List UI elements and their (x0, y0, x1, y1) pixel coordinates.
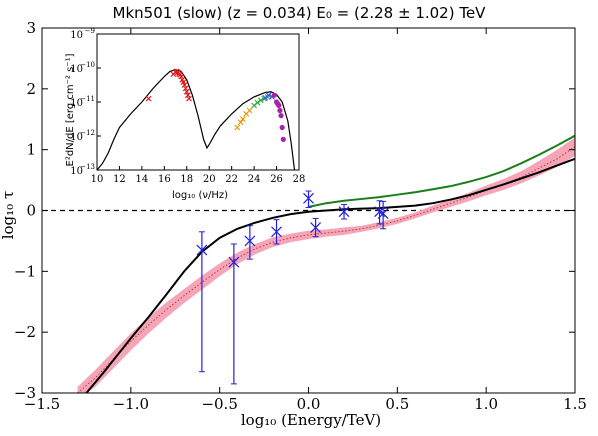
sed-point-1-7 (178, 73, 185, 80)
x-axis-label: log₁₀ (Energy/TeV) (241, 411, 381, 429)
y-tick-label: −2 (14, 323, 36, 341)
inset-y-tick-exponent: −12 (80, 129, 95, 137)
y-tick-label: 1 (26, 141, 36, 159)
sed-point-1-14 (186, 95, 192, 102)
sed-point-1-12 (183, 88, 190, 95)
y-tick-label: 2 (26, 80, 36, 98)
sed-point-1-11 (182, 85, 189, 92)
uncertainty-band (77, 137, 575, 393)
inset-y-tick-exponent: −10 (80, 61, 95, 69)
sed-point-3-1 (254, 99, 261, 106)
data-point-0 (196, 231, 208, 373)
inset-y-tick-exponent: −11 (80, 95, 95, 103)
inset-y-tick-label: 10 (70, 132, 83, 143)
inset-x-tick-label: 24 (248, 174, 261, 185)
sed-point-1-13 (185, 92, 191, 99)
x-tick-label: 1.0 (474, 395, 498, 413)
inset-x-tick-label: 22 (225, 174, 238, 185)
y-axis-label: log₁₀ τ (0, 191, 17, 240)
inset-x-tick-label: 16 (158, 174, 171, 185)
x-tick-label: −0.5 (201, 395, 237, 413)
sed-point-1-10 (181, 82, 188, 88)
inset-plot: 10 12 14 16 18 20 22 24 26 2810−1310−1210−1110−10… (70, 27, 305, 185)
inset-x-tick-label: 10 (91, 174, 104, 185)
inset-y-axis-label: E²dN/dE [erg cm⁻² s⁻¹] (65, 53, 76, 166)
data-point-6 (338, 203, 350, 220)
inset-y-tick-label: 10 (70, 166, 83, 177)
sed-point-5-5 (278, 113, 284, 119)
inset-data-layer (97, 68, 296, 170)
chart-title: Mkn501 (slow) (z = 0.034) E₀ = (2.28 ± 1… (113, 4, 487, 22)
data-point-marker (271, 226, 282, 238)
sed-point-5-3 (276, 102, 282, 108)
data-point-8 (377, 200, 389, 230)
y-tick-label: 0 (26, 202, 36, 220)
sed-point-2-4 (246, 107, 253, 114)
data-point-1 (228, 243, 240, 385)
series-curve-0 (85, 157, 575, 393)
inset-x-tick-label: 12 (113, 174, 126, 185)
sed-point-4-1 (265, 92, 272, 99)
data-point-marker (303, 192, 314, 204)
x-tick-label: −1.0 (113, 395, 149, 413)
data-point-3 (271, 219, 282, 245)
inset-x-tick-label: 20 (203, 174, 216, 185)
sed-point-2-0 (234, 124, 241, 131)
x-tick-label: 1.5 (563, 395, 587, 413)
sed-point-2-1 (237, 119, 244, 126)
sed-point-3-2 (257, 97, 264, 104)
y-tick-label: −3 (14, 384, 36, 402)
data-point-marker (196, 244, 208, 256)
data-point-marker (377, 208, 389, 219)
inset-y-tick-exponent: −13 (80, 163, 95, 171)
inset-x-tick-label: 18 (180, 174, 193, 185)
data-point-5 (310, 217, 322, 238)
y-tick-label: −1 (14, 262, 36, 280)
main-data-layer (42, 134, 575, 393)
sed-point-5-6 (279, 124, 285, 131)
inset-x-tick-label: 28 (293, 174, 306, 185)
inset-y-tick-exponent: −9 (85, 27, 95, 35)
series-curve-1 (308, 134, 575, 208)
y-tick-label: 3 (26, 19, 36, 37)
inset-x-tick-label: 26 (270, 174, 283, 185)
x-tick-label: 0.0 (297, 395, 321, 413)
x-tick-label: 0.5 (385, 395, 409, 413)
sed-point-5-7 (280, 136, 286, 142)
sed-point-5-0 (271, 92, 277, 98)
inset-y-tick-label: 10 (70, 30, 83, 41)
inset-y-tick-label: 10 (70, 98, 83, 109)
inset-background (97, 34, 299, 170)
sed-point-1-0 (145, 95, 152, 102)
data-point-2 (244, 225, 256, 260)
data-point-7 (374, 200, 385, 225)
data-point-4 (303, 190, 314, 208)
sed-point-2-2 (240, 116, 246, 122)
inset-x-tick-label: 14 (136, 174, 149, 185)
data-point-marker (310, 222, 322, 233)
sed-point-5-4 (277, 107, 283, 114)
inset-x-axis-label: log₁₀ (ν/Hz) (172, 190, 228, 201)
data-point-marker (228, 256, 240, 268)
x-tick-label: −1.5 (24, 395, 60, 413)
inset-y-tick-label: 10 (70, 64, 83, 75)
data-point-marker (244, 235, 256, 247)
data-point-marker (338, 206, 350, 218)
sed-model-curve (97, 69, 296, 170)
